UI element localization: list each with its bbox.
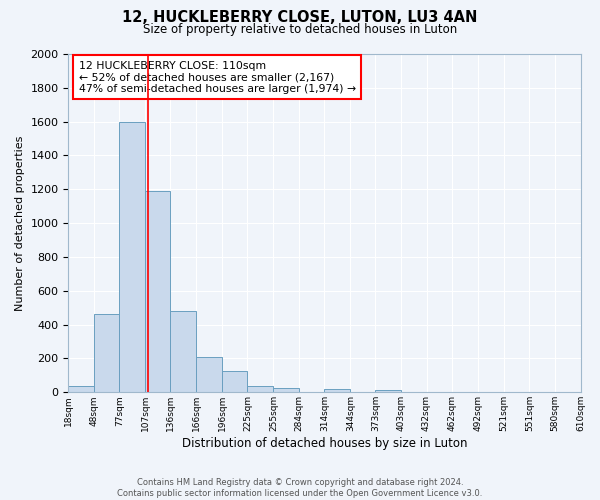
Bar	[223, 371, 247, 392]
Text: 12 HUCKLEBERRY CLOSE: 110sqm
← 52% of detached houses are smaller (2,167)
47% of: 12 HUCKLEBERRY CLOSE: 110sqm ← 52% of de…	[79, 61, 356, 94]
Bar	[376, 390, 401, 392]
Bar	[94, 314, 119, 392]
Bar	[274, 388, 299, 392]
X-axis label: Distribution of detached houses by size in Luton: Distribution of detached houses by size …	[182, 437, 467, 450]
Bar	[325, 389, 350, 392]
Y-axis label: Number of detached properties: Number of detached properties	[15, 136, 25, 311]
Bar	[247, 386, 274, 392]
Bar	[145, 191, 170, 392]
Bar	[196, 357, 223, 392]
Bar	[68, 386, 94, 392]
Bar	[119, 122, 145, 392]
Text: Contains HM Land Registry data © Crown copyright and database right 2024.
Contai: Contains HM Land Registry data © Crown c…	[118, 478, 482, 498]
Bar	[170, 311, 196, 392]
Text: Size of property relative to detached houses in Luton: Size of property relative to detached ho…	[143, 22, 457, 36]
Text: 12, HUCKLEBERRY CLOSE, LUTON, LU3 4AN: 12, HUCKLEBERRY CLOSE, LUTON, LU3 4AN	[122, 10, 478, 25]
